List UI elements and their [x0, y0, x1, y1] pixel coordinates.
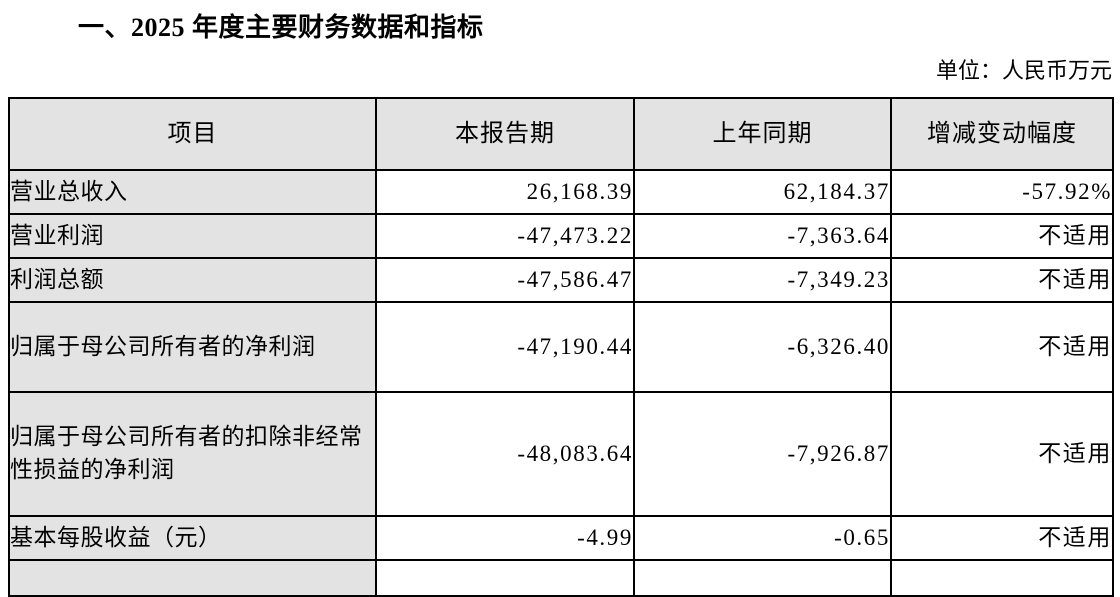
- table-row: 营业总收入 26,168.39 62,184.37 -57.92%: [8, 169, 1114, 215]
- financial-report-page: 一、2025 年度主要财务数据和指标 单位：人民币万元 项目 本报告期 上年同期…: [8, 13, 1114, 597]
- column-header-item: 项目: [8, 97, 377, 171]
- unit-note: 单位：人民币万元: [935, 58, 1112, 83]
- row-change-value: 不适用: [890, 515, 1114, 561]
- row-prior-value: [633, 559, 892, 597]
- column-header-prior-period: 上年同期: [633, 97, 892, 171]
- row-change-value: 不适用: [890, 257, 1114, 303]
- row-prior-value: -7,363.64: [633, 213, 892, 259]
- page-title: 一、2025 年度主要财务数据和指标: [78, 13, 484, 42]
- row-item-label: 归属于母公司所有者的扣除非经常性损益的净利润: [8, 391, 377, 517]
- column-header-current-period: 本报告期: [375, 97, 635, 171]
- row-current-value: -47,586.47: [375, 257, 635, 303]
- row-current-value: -4.99: [375, 515, 635, 561]
- row-prior-value: -6,326.40: [633, 301, 892, 393]
- row-prior-value: 62,184.37: [633, 169, 892, 215]
- financial-summary-table: 项目 本报告期 上年同期 增减变动幅度 营业总收入 26,168.39 62,1…: [8, 97, 1114, 597]
- row-current-value: -47,190.44: [375, 301, 635, 393]
- table-row: 营业利润 -47,473.22 -7,363.64 不适用: [8, 213, 1114, 259]
- row-current-value: -48,083.64: [375, 391, 635, 517]
- row-prior-value: -7,926.87: [633, 391, 892, 517]
- table-header-row: 项目 本报告期 上年同期 增减变动幅度: [8, 97, 1114, 171]
- table-row: 基本每股收益（元） -4.99 -0.65 不适用: [8, 515, 1114, 561]
- row-current-value: -47,473.22: [375, 213, 635, 259]
- row-current-value: [375, 559, 635, 597]
- row-item-label: 营业总收入: [8, 169, 377, 215]
- row-prior-value: -7,349.23: [633, 257, 892, 303]
- row-item-label: [8, 559, 377, 597]
- row-change-value: 不适用: [890, 391, 1114, 517]
- row-change-value: 不适用: [890, 301, 1114, 393]
- row-prior-value: -0.65: [633, 515, 892, 561]
- row-change-value: [890, 559, 1114, 597]
- row-current-value: 26,168.39: [375, 169, 635, 215]
- row-change-value: -57.92%: [890, 169, 1114, 215]
- row-item-label: 利润总额: [8, 257, 377, 303]
- table-row: 归属于母公司所有者的扣除非经常性损益的净利润 -48,083.64 -7,926…: [8, 391, 1114, 517]
- table-row-partial: [8, 559, 1114, 597]
- financial-summary-table-wrapper: 项目 本报告期 上年同期 增减变动幅度 营业总收入 26,168.39 62,1…: [8, 97, 1114, 597]
- row-item-label: 基本每股收益（元）: [8, 515, 377, 561]
- row-item-label: 归属于母公司所有者的净利润: [8, 301, 377, 393]
- row-change-value: 不适用: [890, 213, 1114, 259]
- table-row: 利润总额 -47,586.47 -7,349.23 不适用: [8, 257, 1114, 303]
- table-row: 归属于母公司所有者的净利润 -47,190.44 -6,326.40 不适用: [8, 301, 1114, 393]
- column-header-change: 增减变动幅度: [890, 97, 1114, 171]
- row-item-label: 营业利润: [8, 213, 377, 259]
